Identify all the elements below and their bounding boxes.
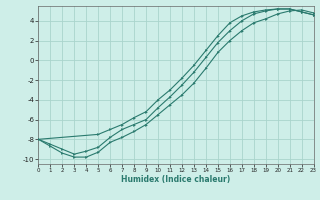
X-axis label: Humidex (Indice chaleur): Humidex (Indice chaleur): [121, 175, 231, 184]
